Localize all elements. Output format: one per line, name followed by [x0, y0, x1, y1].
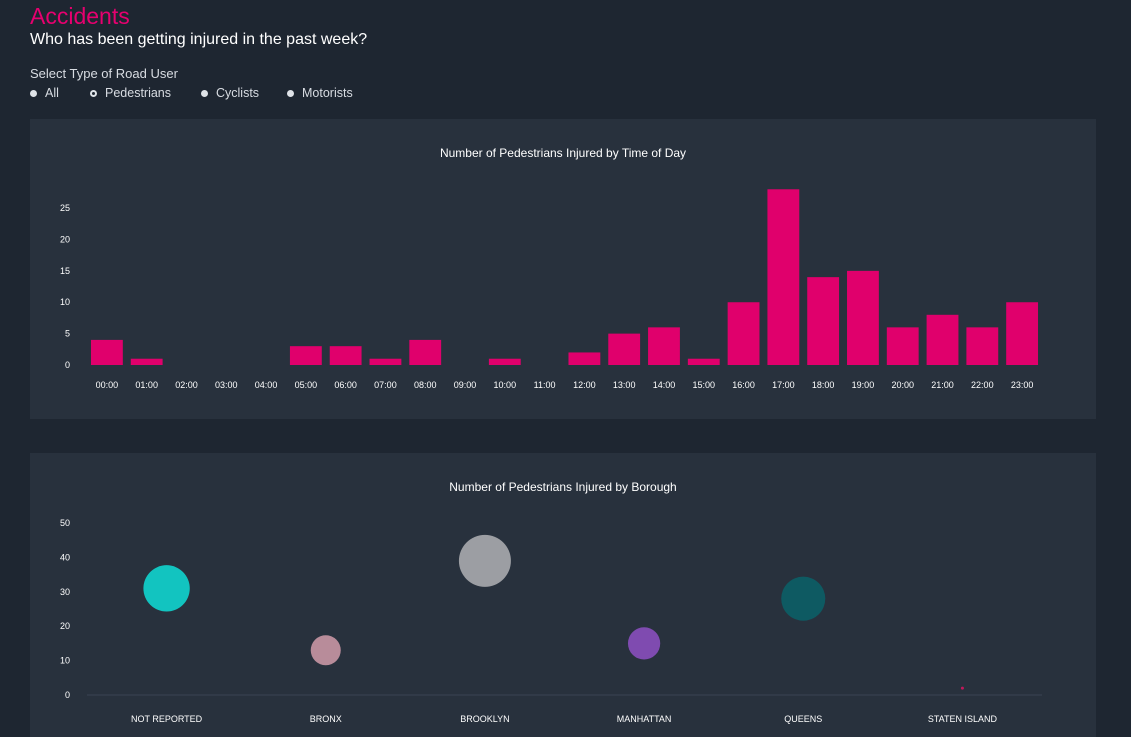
bar-xtick-label: 15:00: [693, 380, 716, 390]
bubble-staten-island[interactable]: [960, 686, 964, 690]
bar-23-00[interactable]: [1006, 302, 1039, 365]
bar-xtick-label: 18:00: [812, 380, 835, 390]
radio-pedestrians-label: Pedestrians: [105, 86, 172, 100]
bar-00-00[interactable]: [90, 339, 123, 365]
radio-motorists-indicator[interactable]: [287, 89, 294, 97]
bar-xtick-label: 06:00: [334, 380, 357, 390]
bar-ytick-label: 0: [65, 360, 70, 370]
bubble-ytick-label: 50: [60, 518, 70, 528]
radio-pedestrians[interactable]: Pedestrians: [90, 86, 171, 100]
bar-ytick-label: 25: [60, 203, 70, 213]
bar-ytick-label: 15: [60, 266, 70, 276]
bar-xtick-label: 10:00: [494, 380, 517, 390]
bar-xtick-label: 04:00: [255, 380, 278, 390]
bubble-ytick-label: 20: [60, 621, 70, 631]
bar-22-00[interactable]: [966, 327, 999, 365]
radio-cyclists-label: Cyclists: [216, 86, 260, 100]
bar-06-00[interactable]: [329, 346, 362, 365]
bar-19-00[interactable]: [847, 270, 879, 365]
time-of-day-chart-panel: Number of Pedestrians Injured by Time of…: [30, 119, 1096, 419]
radio-all[interactable]: All: [30, 86, 59, 100]
bubble-xtick-label: NOT REPORTED: [131, 714, 203, 724]
road-user-filter-label: Select Type of Road User: [30, 66, 178, 81]
bar-15-00[interactable]: [687, 358, 720, 365]
bubble-xtick-label: MANHATTAN: [617, 714, 672, 724]
bar-xtick-label: 05:00: [295, 380, 318, 390]
borough-bubble-chart: Number of Pedestrians Injured by Borough…: [60, 480, 1042, 724]
bar-xtick-label: 09:00: [454, 380, 477, 390]
bubble-queens[interactable]: [781, 576, 826, 621]
radio-all-label: All: [45, 86, 59, 100]
bar-01-00[interactable]: [130, 358, 163, 365]
road-user-radio-group: All Pedestrians Cyclists Motorists: [30, 86, 430, 104]
bar-13-00[interactable]: [608, 333, 641, 365]
bubble-ytick-label: 40: [60, 552, 70, 562]
bar-16-00[interactable]: [727, 302, 760, 365]
radio-all-indicator[interactable]: [30, 89, 37, 97]
bubble-xtick-label: QUEENS: [784, 714, 822, 724]
page-subtitle: Who has been getting injured in the past…: [30, 31, 368, 48]
bar-14-00[interactable]: [648, 327, 680, 365]
bubble-xtick-label: BRONX: [310, 714, 342, 724]
bar-08-00[interactable]: [409, 339, 442, 365]
bar-xtick-label: 22:00: [971, 380, 994, 390]
bar-xtick-label: 03:00: [215, 380, 238, 390]
bar-xtick-label: 01:00: [135, 380, 158, 390]
bar-17-00[interactable]: [767, 189, 800, 365]
radio-motorists-label: Motorists: [302, 86, 353, 100]
bar-10-00[interactable]: [488, 358, 521, 365]
bar-05-00[interactable]: [289, 346, 322, 365]
bar-18-00[interactable]: [807, 277, 840, 365]
bar-xtick-label: 02:00: [175, 380, 198, 390]
bar-xtick-label: 12:00: [573, 380, 596, 390]
bar-xtick-label: 19:00: [852, 380, 875, 390]
bubble-bronx[interactable]: [310, 635, 341, 666]
bar-xtick-label: 08:00: [414, 380, 437, 390]
bubble-ytick-label: 10: [60, 656, 70, 666]
bar-xtick-label: 23:00: [1011, 380, 1034, 390]
radio-motorists[interactable]: Motorists: [287, 86, 353, 100]
bar-xtick-label: 11:00: [534, 380, 556, 390]
bar-ytick-label: 10: [60, 297, 70, 307]
bubble-ytick-label: 0: [65, 690, 70, 700]
bar-xtick-label: 00:00: [96, 380, 119, 390]
radio-cyclists-indicator[interactable]: [201, 89, 208, 97]
bar-xtick-label: 14:00: [653, 380, 676, 390]
time-of-day-chart-title: Number of Pedestrians Injured by Time of…: [440, 146, 686, 160]
bar-xtick-label: 17:00: [772, 380, 795, 390]
bubble-xtick-label: BROOKLYN: [460, 714, 509, 724]
bar-xtick-label: 07:00: [374, 380, 397, 390]
bar-07-00[interactable]: [369, 358, 402, 365]
time-of-day-bar-chart: Number of Pedestrians Injured by Time of…: [60, 146, 1039, 390]
bar-12-00[interactable]: [568, 352, 601, 365]
bar-21-00[interactable]: [926, 314, 959, 365]
bar-ytick-label: 20: [60, 234, 70, 244]
borough-chart-title: Number of Pedestrians Injured by Borough: [449, 480, 676, 494]
radio-cyclists[interactable]: Cyclists: [201, 86, 259, 100]
bar-xtick-label: 16:00: [732, 380, 755, 390]
bubble-ytick-label: 30: [60, 587, 70, 597]
bubble-manhattan[interactable]: [627, 627, 661, 660]
borough-chart-panel: Number of Pedestrians Injured by Borough…: [30, 453, 1096, 737]
bubble-xtick-label: STATEN ISLAND: [928, 714, 998, 724]
page-title: Accidents: [30, 3, 130, 29]
radio-pedestrians-indicator[interactable]: [90, 89, 97, 97]
bar-xtick-label: 20:00: [891, 380, 914, 390]
bar-xtick-label: 21:00: [931, 380, 954, 390]
bar-20-00[interactable]: [886, 327, 919, 365]
bar-xtick-label: 13:00: [613, 380, 636, 390]
bubble-not-reported[interactable]: [143, 565, 190, 612]
bar-ytick-label: 5: [65, 329, 70, 339]
bubble-brooklyn[interactable]: [458, 534, 511, 587]
